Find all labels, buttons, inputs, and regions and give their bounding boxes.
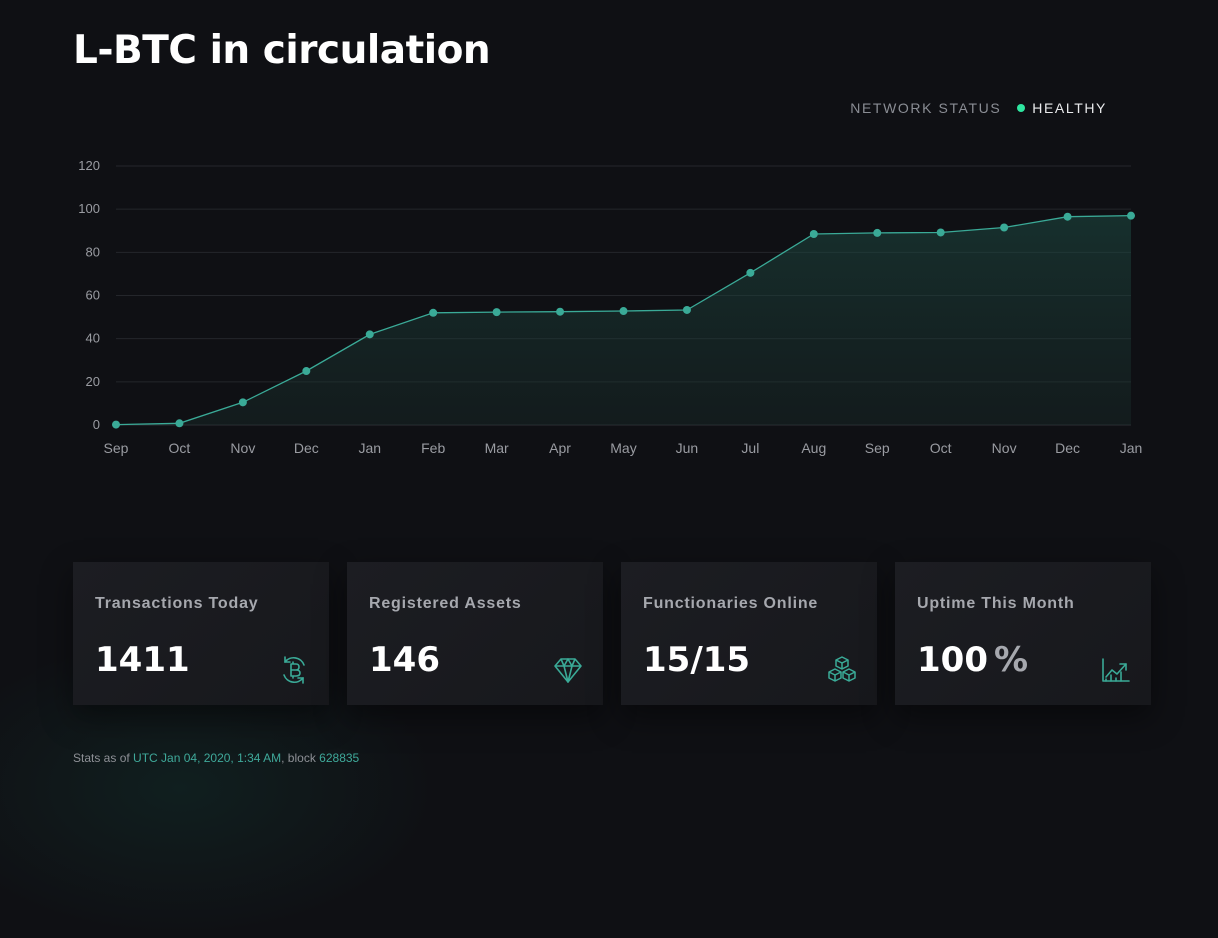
data-point: [873, 228, 882, 237]
stat-label: Transactions Today: [95, 595, 259, 612]
y-tick-label: 60: [86, 288, 100, 303]
stats-footer: Stats as of UTC Jan 04, 2020, 1:34 AM, b…: [73, 751, 359, 765]
x-tick-label: Feb: [421, 440, 445, 456]
footer-block-number: 628835: [319, 751, 360, 765]
data-point: [238, 398, 247, 407]
x-tick-label: Sep: [104, 440, 129, 456]
trending-chart-icon: [1102, 658, 1130, 682]
x-tick-label: Dec: [1055, 440, 1080, 456]
y-tick-label: 40: [86, 331, 100, 346]
x-tick-label: Nov: [992, 440, 1017, 456]
data-point: [682, 305, 691, 314]
data-point: [1000, 223, 1009, 232]
data-point: [429, 308, 438, 317]
stat-label: Uptime This Month: [917, 595, 1075, 612]
x-tick-label: Dec: [294, 440, 319, 456]
data-point: [936, 228, 945, 237]
bitcoin-refresh-icon: [283, 656, 305, 684]
data-point: [112, 420, 120, 429]
network-status-label: NETWORK STATUS: [850, 100, 1002, 116]
diamond-icon: [554, 658, 582, 683]
x-tick-label: Apr: [549, 440, 571, 456]
x-tick-label: Jul: [741, 440, 759, 456]
x-tick-label: Mar: [485, 440, 509, 456]
data-point: [619, 307, 628, 316]
stat-label: Registered Assets: [369, 595, 522, 612]
network-status-value: HEALTHY: [1032, 100, 1107, 116]
data-point: [1127, 211, 1135, 220]
page-title: L-BTC in circulation: [73, 28, 491, 73]
data-point: [1063, 212, 1072, 221]
data-point: [365, 330, 374, 339]
status-indicator-icon: [1017, 104, 1026, 112]
stat-unit: %: [993, 640, 1029, 680]
x-tick-label: May: [610, 440, 636, 456]
footer-prefix: Stats as of: [73, 751, 130, 765]
data-point: [746, 268, 755, 277]
data-point: [809, 229, 818, 238]
y-tick-label: 20: [86, 374, 100, 389]
stat-card-uptime: Uptime This Month 100%: [895, 562, 1151, 705]
footer-timestamp: UTC Jan 04, 2020, 1:34 AM: [133, 751, 282, 765]
data-point: [492, 308, 501, 317]
circulation-chart: 0 20 40 60 80 100 120 Sep Oct Nov Dec Jan Feb Mar Apr…: [78, 158, 1143, 456]
footer-block-label: , block: [281, 751, 316, 765]
data-point: [175, 419, 184, 428]
x-tick-label: Sep: [865, 440, 890, 456]
y-tick-label: 120: [78, 158, 100, 173]
y-tick-label: 100: [78, 201, 100, 216]
stat-value: 100%: [917, 640, 1029, 680]
x-tick-label: Jun: [676, 440, 699, 456]
y-tick-label: 80: [86, 244, 100, 259]
data-point: [302, 367, 311, 376]
network-status: NETWORK STATUS HEALTHY: [850, 100, 1107, 116]
x-tick-label: Jan: [1120, 440, 1143, 456]
stats-cards: Transactions Today 1411 Registered Asset…: [73, 562, 1151, 705]
x-tick-label: Nov: [230, 440, 255, 456]
y-tick-label: 0: [93, 417, 100, 432]
stat-label: Functionaries Online: [643, 595, 819, 612]
cubes-icon: [828, 656, 856, 682]
stat-card-transactions: Transactions Today 1411: [73, 562, 329, 705]
stat-value: 1411: [95, 640, 190, 680]
x-tick-label: Jan: [358, 440, 381, 456]
stat-value: 146: [369, 640, 440, 680]
stat-value: 15/15: [643, 640, 751, 680]
stat-card-assets: Registered Assets 146: [347, 562, 603, 705]
data-point: [556, 307, 565, 316]
x-tick-label: Oct: [169, 440, 191, 456]
stat-card-functionaries: Functionaries Online 15/15: [621, 562, 877, 705]
x-tick-label: Oct: [930, 440, 952, 456]
series-area: [116, 215, 1131, 425]
x-tick-label: Aug: [801, 440, 826, 456]
